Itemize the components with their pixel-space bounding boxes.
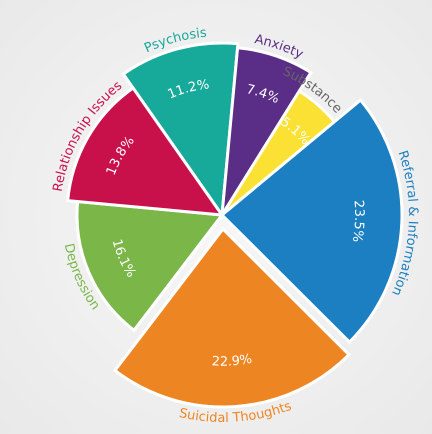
value-label: 23.5% xyxy=(349,200,367,244)
slice xyxy=(66,85,226,217)
slice xyxy=(121,41,240,220)
slice xyxy=(219,97,404,345)
value-label: 22.9% xyxy=(211,352,253,370)
value-label-path: 22.9% xyxy=(211,352,253,370)
slice xyxy=(112,226,352,409)
slice xyxy=(75,199,225,333)
slice xyxy=(220,46,313,216)
value-label-path: 23.5% xyxy=(349,200,367,244)
